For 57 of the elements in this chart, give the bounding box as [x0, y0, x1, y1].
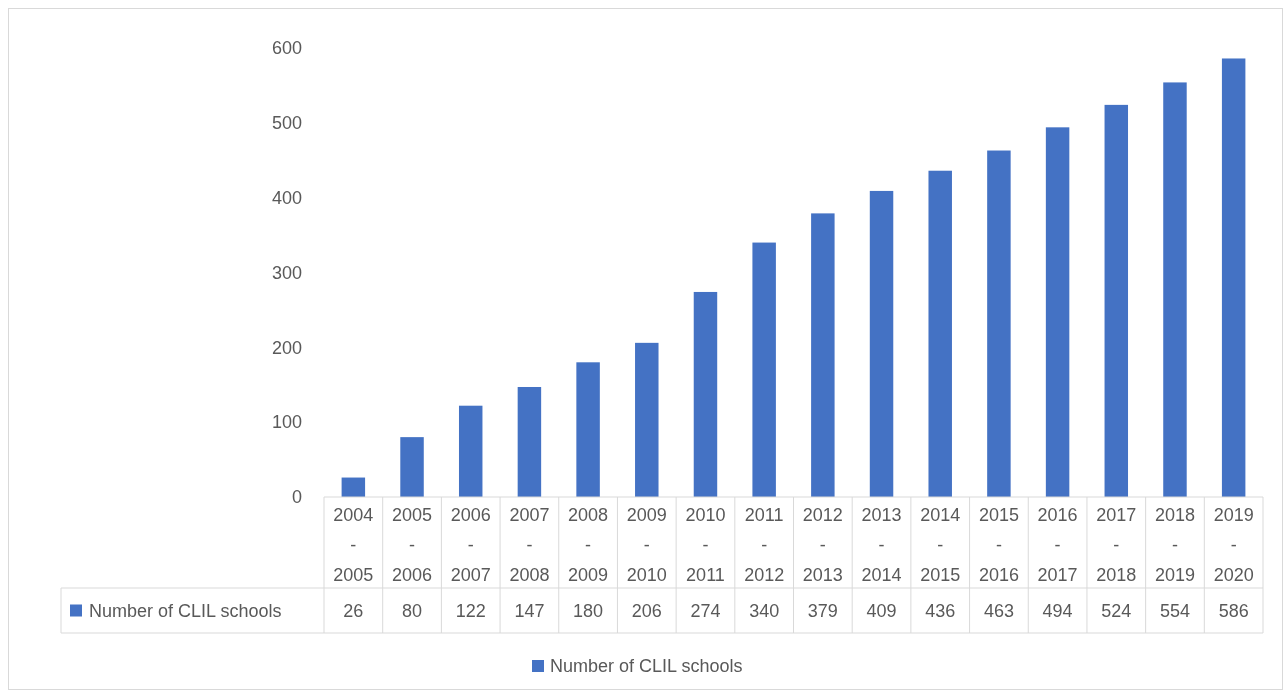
data-label: 524: [1101, 600, 1132, 621]
x-tick-label: 2011 - 2012: [744, 505, 785, 585]
x-tick-label: 2014 - 2015: [920, 505, 961, 585]
x-tick-label: 2009 - 2010: [626, 505, 667, 585]
y-tick-label: 500: [271, 113, 302, 134]
x-tick-label: 2007 - 2008: [509, 505, 550, 585]
data-label: 206: [631, 600, 662, 621]
data-label: 409: [866, 600, 897, 621]
data-label: 463: [983, 600, 1014, 621]
legend-label: Number of CLIL schools: [89, 600, 282, 621]
x-tick-label: 2006 - 2007: [450, 505, 491, 585]
data-label: 436: [925, 600, 956, 621]
y-tick-label: 200: [271, 337, 302, 358]
data-label: 180: [573, 600, 604, 621]
y-tick-label: 600: [271, 38, 302, 59]
x-tick-label: 2018 - 2019: [1154, 505, 1195, 585]
x-tick-label: 2017 - 2018: [1096, 505, 1137, 585]
y-tick-label: 400: [271, 187, 302, 208]
bar: [752, 242, 776, 497]
y-tick-label: 100: [271, 412, 302, 433]
x-tick-label: 2013 - 2014: [861, 505, 902, 585]
data-label: 147: [514, 600, 545, 621]
bar: [869, 190, 894, 497]
data-label: 494: [1042, 600, 1073, 621]
x-tick-label: 2008 - 2009: [568, 505, 609, 585]
data-label: 26: [343, 600, 364, 621]
bar: [1163, 82, 1187, 497]
x-tick-label: 2012 - 2013: [802, 505, 843, 585]
x-tick-label: 2004 - 2005: [333, 505, 374, 585]
bar: [1045, 127, 1070, 497]
data-label: 80: [402, 600, 423, 621]
data-label: 554: [1159, 600, 1190, 621]
y-tick-label: 300: [271, 262, 302, 283]
data-label: 340: [749, 600, 780, 621]
data-label: 122: [455, 600, 486, 621]
y-tick-label: 0: [291, 487, 302, 508]
x-tick-label: 2019 - 2020: [1213, 505, 1254, 585]
x-tick-label: 2015 - 2016: [978, 505, 1019, 585]
x-tick-label: 2016 - 2017: [1037, 505, 1078, 585]
bar: [341, 477, 366, 497]
data-label: 274: [690, 600, 721, 621]
bar: [1104, 104, 1129, 497]
x-tick-label: 2010 - 2011: [685, 505, 726, 585]
bar: [928, 170, 952, 497]
bar: [576, 362, 600, 497]
data-label: 586: [1218, 600, 1249, 621]
data-label: 379: [807, 600, 838, 621]
bar: [517, 387, 542, 497]
bar: [458, 405, 483, 497]
bar: [693, 291, 718, 497]
bar: [635, 342, 659, 497]
bar: [987, 150, 1011, 497]
bar: [400, 437, 424, 497]
x-tick-label: 2005 - 2006: [392, 505, 433, 585]
bar: [1221, 58, 1246, 497]
bar: [811, 213, 835, 497]
text: Number of CLIL schools: [550, 656, 743, 677]
